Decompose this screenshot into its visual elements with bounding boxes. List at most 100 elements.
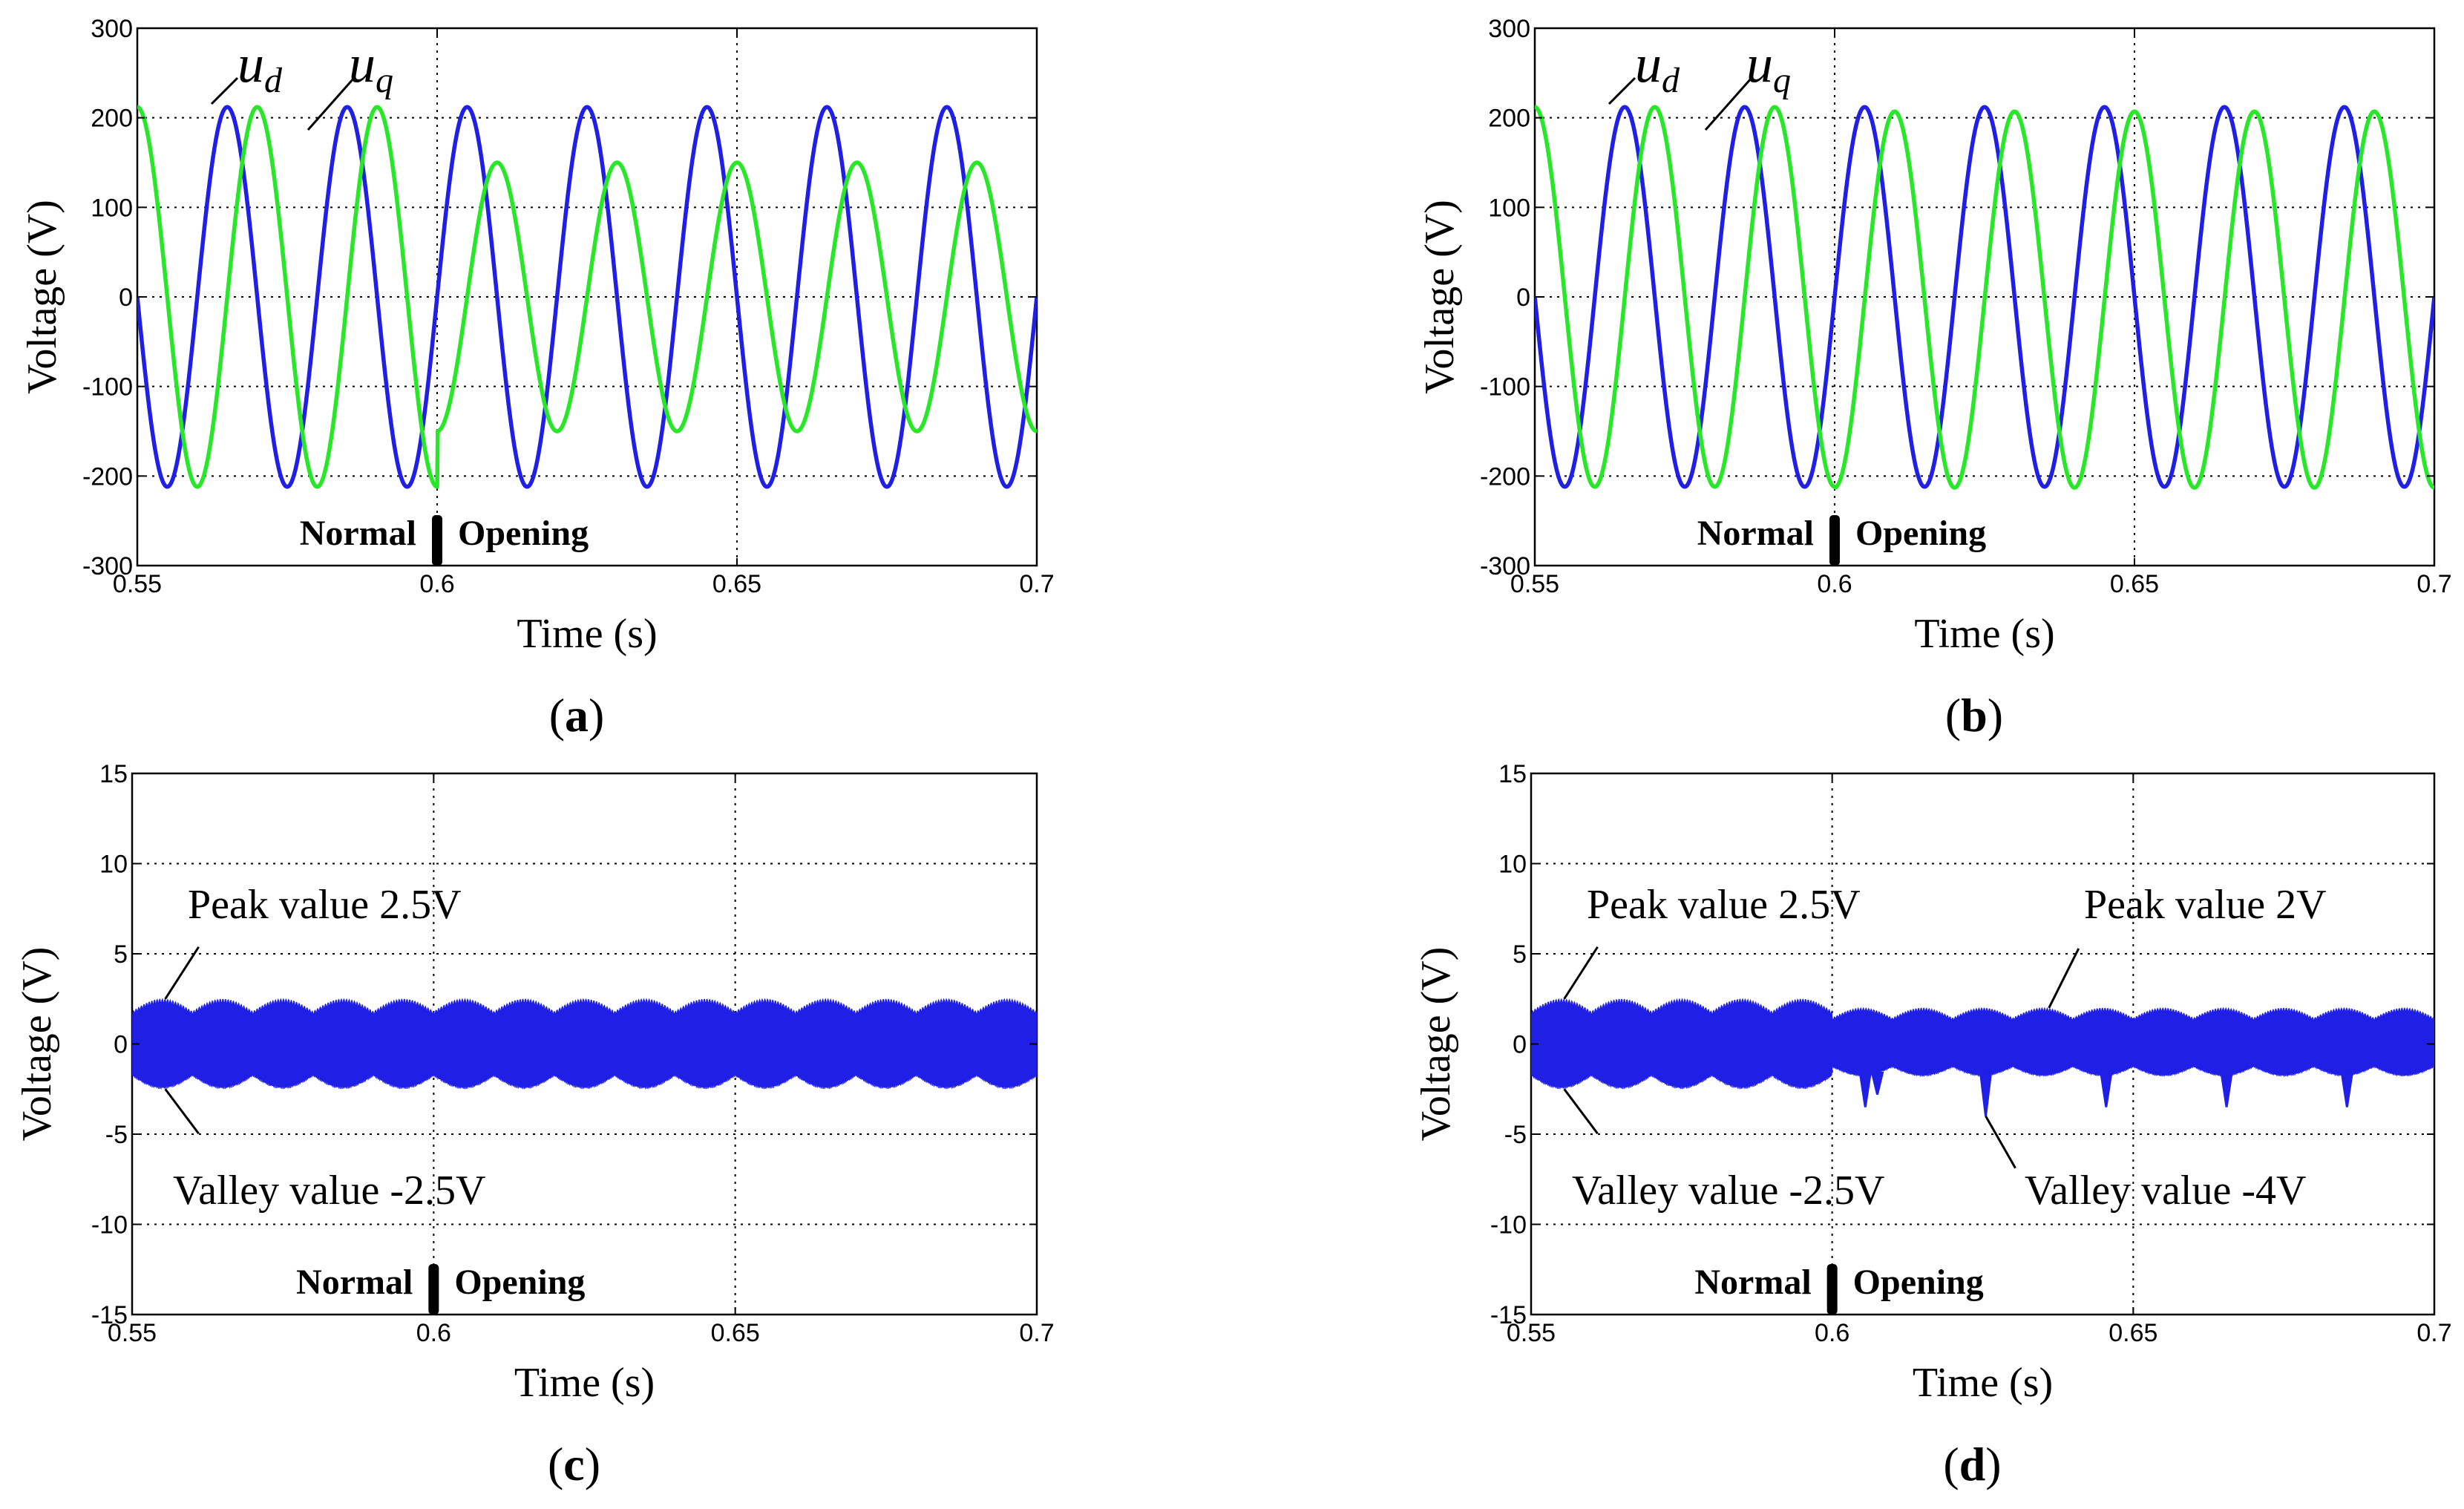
- legend-ud-label: ud: [1635, 34, 1680, 100]
- valley-leader: [164, 1088, 200, 1135]
- panel-letter: c: [563, 1438, 584, 1490]
- plot-data: [132, 998, 1037, 1090]
- panel-letter: b: [1961, 689, 1988, 742]
- x-tick-label: 0.55: [108, 1319, 157, 1347]
- valley-annotation: Valley value -2.5V: [1572, 1168, 1884, 1214]
- legend-ud-label: ud: [237, 34, 283, 100]
- legend-uq-leader: [1704, 77, 1753, 131]
- legend-uq-subscript: q: [376, 61, 393, 100]
- y-tick-label: -100: [82, 373, 133, 402]
- y-tick-label: 0: [1513, 1031, 1527, 1059]
- panel-paren: (: [548, 1438, 563, 1490]
- y-tick-label: 200: [1488, 105, 1530, 133]
- y-tick-label: -5: [105, 1121, 128, 1149]
- event-label-opening: Opening: [1853, 1263, 1984, 1302]
- x-axis-label: Time (s): [517, 611, 657, 657]
- x-tick-label: 0.55: [1507, 1319, 1556, 1347]
- panel-paren: ): [1985, 1438, 2001, 1490]
- y-tick-label: 5: [114, 940, 128, 969]
- x-axis-label: Time (s): [1914, 611, 2054, 657]
- plot-data: [1531, 998, 2434, 1116]
- panel-paren: ): [585, 1438, 600, 1490]
- peak-leader: [164, 946, 200, 1000]
- event-label-normal: Normal: [1697, 514, 1814, 553]
- chart-b: 0.55 0.6 0.65 0.7 -300 -200 -100 0 100 200 300 Time…: [1417, 15, 2452, 742]
- legend-uq-label: uq: [349, 34, 393, 100]
- y-axis-label: Voltage (V): [1417, 200, 1463, 394]
- legend-ud-subscript: d: [264, 61, 283, 100]
- y-tick-label: -300: [1480, 552, 1530, 580]
- y-axis-label: Voltage (V): [1413, 947, 1459, 1142]
- y-tick-label: 100: [91, 194, 133, 222]
- chart-c: 0.55 0.6 0.65 0.7 -15 -10 -5 0 5 10 15 Time (s) Volt…: [14, 760, 1055, 1490]
- peak-annotation: Peak value 2.5V: [188, 882, 462, 928]
- valley-annotation: Valley value -2.5V: [173, 1168, 485, 1214]
- plot-data: [137, 105, 1037, 489]
- legend-ud-symbol: u: [237, 34, 264, 94]
- chart-d: 0.55 0.6 0.65 0.7 -15 -10 -5 0 5 10 15 Time (s) Volt…: [1413, 760, 2452, 1490]
- event-marker: [428, 1264, 439, 1315]
- x-tick-label: 0.6: [416, 1319, 451, 1347]
- series-spike: [1858, 1071, 1872, 1107]
- plot-data: [1535, 105, 2434, 490]
- y-tick-label: -5: [1504, 1121, 1527, 1149]
- legend-uq-leader: [307, 77, 355, 131]
- valley-leader: [1985, 1115, 2016, 1169]
- y-tick-label: -200: [1480, 462, 1530, 491]
- y-tick-label: -100: [1480, 373, 1530, 402]
- y-tick-label: -300: [82, 552, 133, 580]
- panel-paren: (: [549, 689, 565, 742]
- peak-leader: [1563, 946, 1599, 1000]
- x-tick-label: 0.7: [1019, 570, 1054, 598]
- series-spike: [2340, 1071, 2354, 1107]
- panel-label: (d): [1943, 1438, 2001, 1490]
- y-tick-label: 0: [119, 284, 133, 312]
- y-tick-label: 10: [1498, 851, 1527, 879]
- series-ripple-band: [132, 998, 1037, 1090]
- x-tick-label: 0.65: [2109, 1319, 2157, 1347]
- panel-label: (b): [1945, 689, 2003, 742]
- event-marker: [1826, 1264, 1838, 1315]
- legend-ud-leader: [210, 76, 239, 105]
- panel-letter: d: [1959, 1438, 1986, 1490]
- peak-annotation: Peak value 2V: [2084, 882, 2327, 928]
- valley-leader: [1563, 1088, 1599, 1135]
- event-marker: [432, 515, 442, 566]
- y-tick-label: 100: [1488, 194, 1530, 222]
- series-ud: [137, 105, 1037, 489]
- panel-paren: (: [1945, 689, 1961, 742]
- legend-uq-symbol: u: [1746, 34, 1773, 94]
- event-label-normal: Normal: [1694, 1263, 1811, 1302]
- panel-paren: (: [1943, 1438, 1959, 1490]
- series-uq: [1535, 105, 2434, 490]
- y-tick-label: 15: [1498, 760, 1527, 788]
- x-axis-label: Time (s): [1913, 1360, 2053, 1406]
- series-ripple-band: [1531, 998, 2434, 1090]
- panel-paren: ): [1988, 689, 2003, 742]
- legend-uq-subscript: q: [1773, 61, 1791, 100]
- series-spike: [1979, 1071, 1993, 1116]
- y-tick-label: -10: [1490, 1211, 1527, 1240]
- event-label-normal: Normal: [300, 514, 416, 553]
- x-tick-label: 0.6: [419, 570, 454, 598]
- y-tick-label: -15: [1490, 1301, 1527, 1329]
- legend-ud-leader: [1608, 76, 1636, 105]
- y-tick-label: 300: [1488, 15, 1530, 43]
- peak-annotation: Peak value 2.5V: [1587, 882, 1861, 928]
- legend-ud-subscript: d: [1662, 61, 1680, 100]
- y-tick-label: 200: [91, 105, 133, 133]
- y-tick-label: 0: [114, 1031, 128, 1059]
- series-ud: [1535, 105, 2434, 489]
- x-tick-label: 0.65: [712, 570, 761, 598]
- event-label-normal: Normal: [296, 1263, 413, 1302]
- chart-a: 0.55 0.6 0.65 0.7 -300 -200 -100 0 100 200 300 Time…: [19, 15, 1055, 742]
- valley-annotation: Valley value -4V: [2025, 1168, 2306, 1214]
- x-axis-label: Time (s): [514, 1360, 655, 1406]
- y-tick-label: -10: [91, 1211, 128, 1240]
- x-tick-label: 0.7: [2417, 570, 2451, 598]
- y-axis-label: Voltage (V): [14, 947, 60, 1142]
- event-label-opening: Opening: [458, 514, 589, 553]
- x-tick-label: 0.7: [1019, 1319, 1054, 1347]
- series-spike: [2100, 1071, 2113, 1107]
